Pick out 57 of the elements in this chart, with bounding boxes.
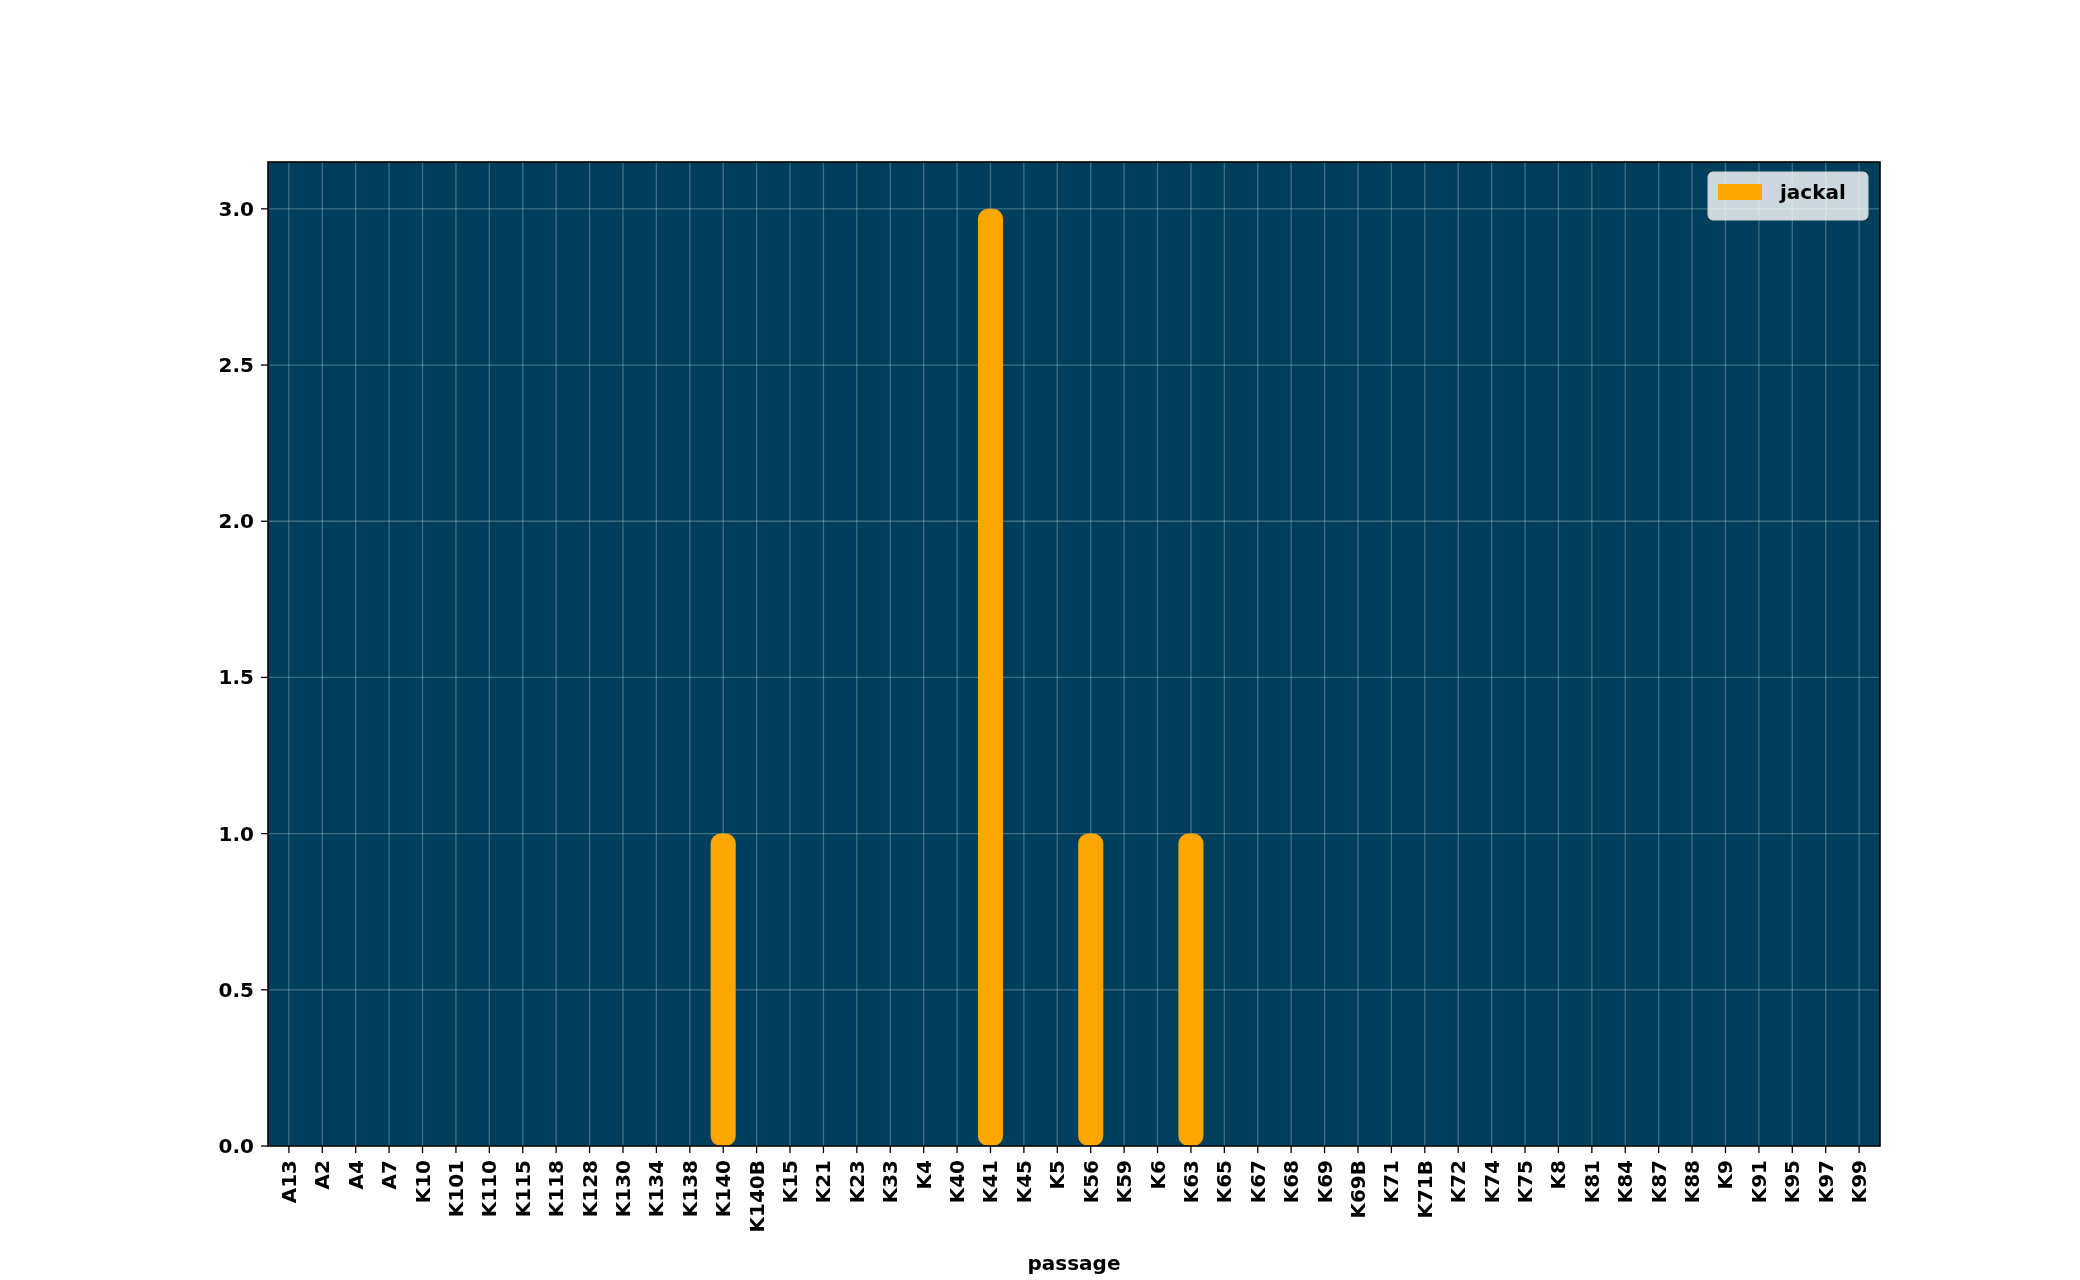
x-tick-label: K21 [811,1160,836,1204]
x-tick-label: K74 [1479,1160,1504,1204]
x-tick-label: K69 [1312,1160,1337,1204]
x-tick-label: K69B [1345,1160,1370,1219]
x-tick-label: K9 [1713,1160,1738,1190]
x-tick-label: K138 [677,1160,702,1218]
x-tick-label: K63 [1178,1160,1203,1204]
x-tick-label: K10 [410,1160,435,1204]
x-axis-title: passage [1027,1251,1121,1275]
x-tick-label: K134 [644,1160,669,1218]
x-tick-label: K15 [778,1160,803,1204]
x-tick-label: K45 [1011,1160,1036,1204]
x-tick-label: K91 [1746,1160,1771,1204]
x-tick-label: K71 [1379,1160,1404,1204]
x-tick-label: K118 [544,1160,569,1218]
x-tick-label: K84 [1613,1160,1638,1204]
x-tick-label: K4 [911,1160,936,1190]
x-tick-label: K101 [443,1160,468,1218]
x-tick-label: K67 [1245,1160,1270,1204]
x-tick-label: K97 [1813,1160,1838,1204]
x-tick-label: K23 [844,1160,869,1204]
x-tick-label: K8 [1546,1160,1571,1190]
x-tick-label: A13 [276,1160,301,1204]
x-tick-label: K59 [1112,1160,1137,1204]
x-tick-label: K56 [1078,1160,1103,1204]
y-tick-label: 1.5 [218,665,254,690]
x-tick-label: K40 [945,1160,970,1204]
y-tick-label: 2.0 [218,509,254,534]
y-tick-label: 3.0 [218,196,254,221]
y-tick-label: 1.0 [218,821,254,846]
x-tick-label: K130 [610,1160,635,1218]
x-tick-label: A4 [343,1160,368,1190]
x-tick-label: K71B [1412,1160,1437,1219]
x-tick-label: K88 [1680,1160,1705,1204]
x-tick-label: K115 [510,1160,535,1218]
x-tick-label: K75 [1513,1160,1538,1204]
x-tick-label: K87 [1646,1160,1671,1204]
y-tick-label: 0.5 [218,977,254,1002]
x-tick-label: K5 [1045,1160,1070,1190]
x-tick-label: K65 [1212,1160,1237,1204]
x-tick-label: A2 [310,1160,335,1190]
x-tick-label: K41 [978,1160,1003,1204]
x-tick-label: K140B [744,1160,769,1233]
x-tick-label: K6 [1145,1160,1170,1190]
x-tick-label: A7 [377,1160,402,1190]
x-tick-label: K95 [1780,1160,1805,1204]
y-tick-label: 2.5 [218,353,254,378]
x-tick-label: K68 [1279,1160,1304,1204]
legend-label: jackal [1779,180,1846,204]
x-tick-label: K33 [878,1160,903,1204]
x-tick-label: K99 [1847,1160,1872,1204]
x-tick-label: K128 [577,1160,602,1218]
x-tick-label: K81 [1579,1160,1604,1204]
x-tick-label: K140 [711,1160,736,1218]
y-tick-label: 0.0 [218,1134,254,1158]
x-tick-label: K110 [477,1160,502,1218]
x-tick-label: K72 [1446,1160,1471,1204]
